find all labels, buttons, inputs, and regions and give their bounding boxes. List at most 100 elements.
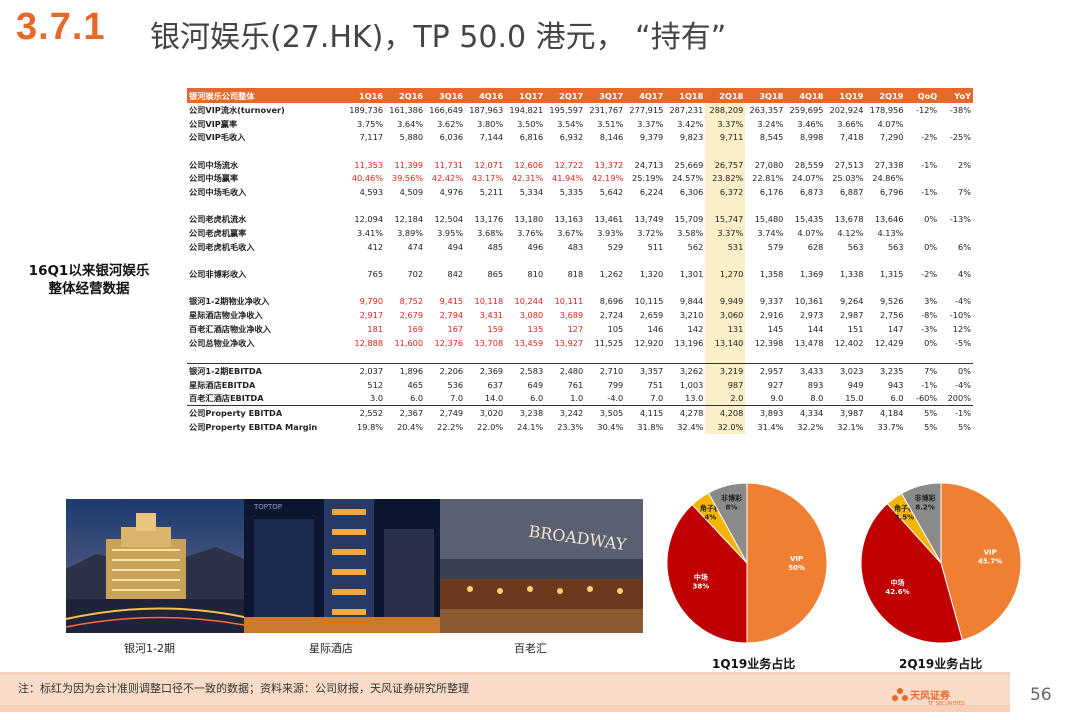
table-cell: 159: [487, 323, 504, 334]
table-cell: [505, 199, 545, 213]
table-cell: 13,180: [514, 214, 544, 225]
table-cell: 181: [367, 323, 384, 334]
table-cell: 9.0: [770, 393, 784, 404]
star-hotel-photo: TOPTOP: [244, 499, 440, 633]
brand-logo-subtext: TF SECURITIES: [928, 701, 965, 707]
table-cell: -4%: [955, 296, 971, 307]
row-label: 公司中场流水: [189, 159, 239, 170]
table-cell: 6,796: [880, 186, 904, 197]
table-cell: 4.13%: [877, 228, 904, 239]
table-cell: 147: [887, 323, 904, 334]
table-cell: 8,998: [799, 132, 824, 143]
table-cell: 1,315: [880, 269, 904, 280]
row-label: 星际酒店EBITDA: [189, 379, 256, 390]
pie-label: 角子机: [894, 503, 915, 512]
table-cell: 12,504: [434, 214, 464, 225]
logo-icon: [892, 688, 908, 701]
table-cell: 2.0: [705, 391, 746, 406]
table-cell: 25,669: [674, 159, 704, 170]
table-cell: 0%: [924, 337, 938, 348]
table-cell: 200%: [947, 393, 971, 404]
table-cell: 2,679: [399, 310, 424, 321]
table-cell: 4,509: [399, 186, 424, 197]
table-cell: 4.07%: [877, 118, 904, 129]
table-cell: 3,893: [745, 405, 786, 420]
table-cell: 7,117: [359, 132, 384, 143]
table-cell: 4,115: [625, 405, 666, 420]
pie-display: 45.7%: [978, 557, 1002, 565]
table-cell: 8,696: [599, 296, 624, 307]
table-cell: 40.46%: [351, 173, 384, 184]
table-column-header: 1Q17: [505, 88, 546, 103]
table-cell: 637: [487, 379, 504, 390]
table-cell: 649: [527, 379, 544, 390]
table-cell: 3.93%: [597, 228, 624, 239]
table-row: 公司VIP赢率 3.75% 3.64% 3.62% 3.80% 3.50% 3.54% 3.5…: [187, 116, 973, 131]
table-cell: 12,888: [354, 337, 384, 348]
table-cell: 1,301: [679, 269, 704, 280]
table-cell: 12,606: [514, 159, 544, 170]
row-label: 百老汇酒店物业净收入: [189, 323, 271, 334]
table-cell: 33.7%: [877, 421, 904, 432]
table-cell: 288,209: [705, 103, 746, 117]
table-cell: 3,020: [465, 405, 506, 420]
table-cell: 579: [767, 241, 784, 252]
table-cell: 2,710: [585, 363, 626, 378]
table-cell: [865, 281, 905, 295]
table-cell: 2,987: [839, 310, 864, 321]
table-cell: 810: [527, 269, 544, 280]
table-row: 银河1-2期物业净收入 9,790 8,752 9,415 10,118 10,244 10…: [187, 294, 973, 309]
table-spacer-row: [187, 349, 973, 364]
table-cell: [505, 254, 545, 268]
table-row: 公司老虎机毛收入 412 474 494 485 496 483 529 511 562 531 57…: [187, 239, 973, 254]
table-cell: [745, 254, 785, 268]
table-cell: 3.62%: [437, 118, 464, 129]
table-cell: 7,144: [479, 132, 504, 143]
row-label: 公司VIP毛收入: [189, 132, 246, 143]
photo-caption: 星际酒店: [309, 642, 353, 655]
table-cell: 24.07%: [792, 173, 824, 184]
pie-display: 8.2%: [915, 504, 934, 512]
table-cell: 6,224: [639, 186, 664, 197]
table-cell: 1,896: [385, 363, 426, 378]
table-column-header: 1Q16: [345, 88, 386, 103]
pie-title: 1Q19业务占比: [712, 657, 796, 671]
table-cell: 4.07%: [797, 228, 824, 239]
table-cell: 167: [447, 323, 464, 334]
row-label: 公司VIP流水(turnover): [189, 104, 285, 115]
table-row: 百老汇酒店EBITDA 3.0 6.0 7.0 14.0 6.0 1.0 -4.0 7.0 13.…: [187, 391, 973, 406]
table-cell: 259,695: [789, 104, 824, 115]
table-cell: 485: [487, 241, 504, 252]
table-cell: 39.56%: [391, 173, 424, 184]
table-cell: 13,163: [554, 214, 584, 225]
table-row: 公司总物业净收入 12,888 11,600 12,376 13,708 13,459 13…: [187, 335, 973, 350]
table-cell: 24.86%: [872, 173, 904, 184]
table-cell: 3.67%: [557, 228, 584, 239]
table-cell: 2,583: [505, 363, 546, 378]
table-cell: 7%: [958, 186, 971, 197]
table-cell: 127: [567, 323, 584, 334]
table-cell: 1,270: [705, 267, 746, 281]
table-column-header: 4Q18: [785, 88, 826, 103]
photo-caption: 银河1-2期: [124, 642, 175, 655]
table-cell: 3,210: [679, 310, 704, 321]
table-cell: 3.76%: [517, 228, 544, 239]
watermark-text: TOPTOP: [253, 503, 282, 511]
table-cell: -2%: [921, 269, 938, 280]
table-cell: 11,525: [594, 337, 624, 348]
table-cell: 7,418: [839, 132, 864, 143]
table-cell: 105: [607, 323, 624, 334]
table-header-row: 银河娱乐公司整体 1Q16 2Q16 3Q16 4Q16 1Q17 2Q17 3Q17 4Q17…: [187, 88, 973, 103]
table-cell: 13,646: [874, 214, 904, 225]
table-cell: 3,357: [625, 363, 666, 378]
table-cell: [939, 117, 973, 131]
table-cell: 194,821: [509, 104, 544, 115]
table-cell: 2,206: [425, 363, 466, 378]
table-cell: [825, 254, 865, 268]
table-cell: [625, 281, 665, 295]
table-cell: 2,957: [745, 363, 786, 378]
table-cell: -1%: [939, 405, 973, 420]
table-cell: 3%: [924, 296, 938, 307]
table-cell: 3.24%: [757, 118, 784, 129]
